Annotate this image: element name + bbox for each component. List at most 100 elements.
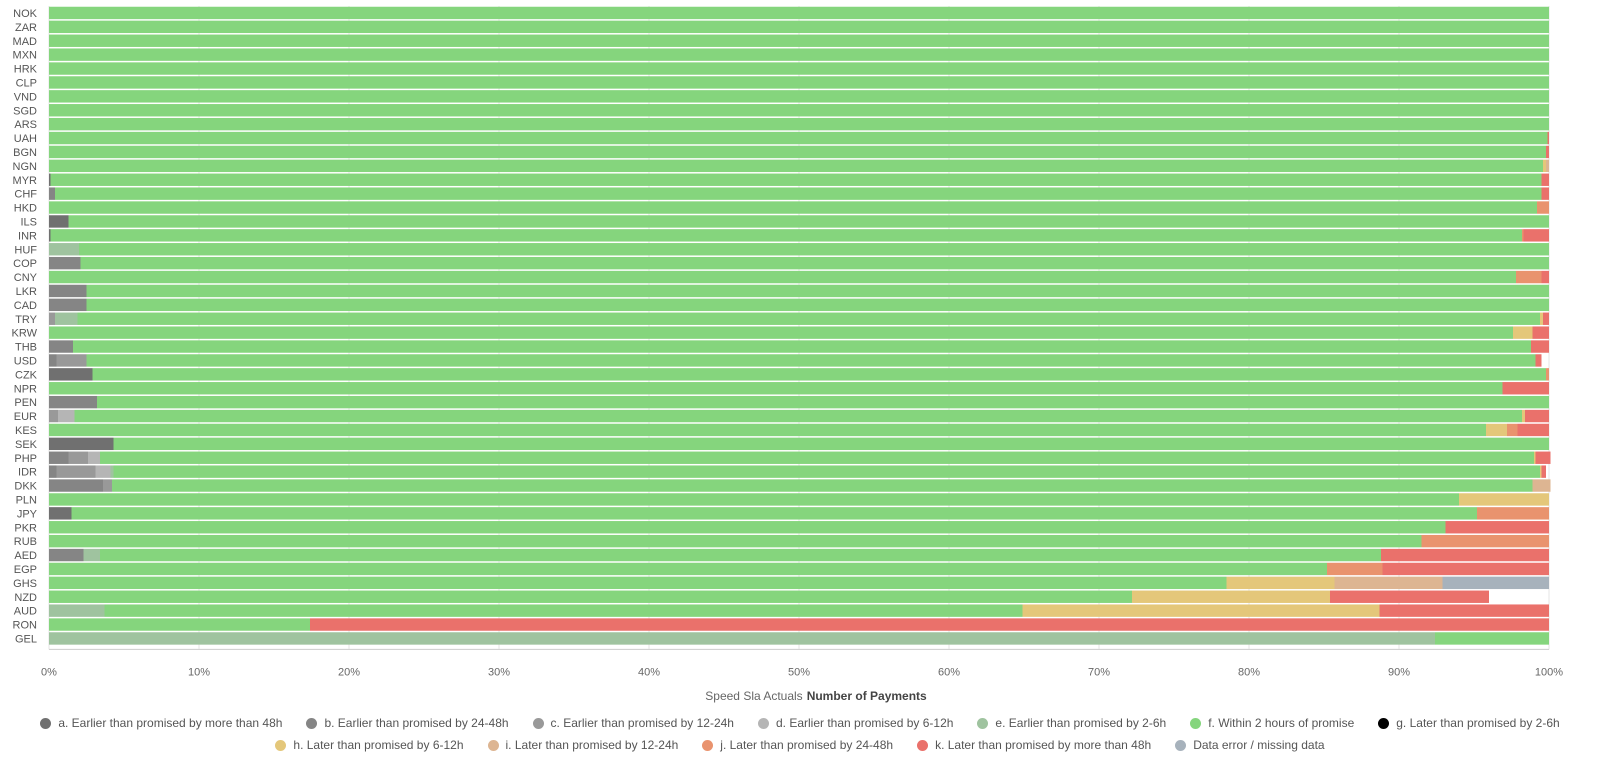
bar-segment[interactable]	[1532, 479, 1551, 492]
bar-row-ils[interactable]	[49, 215, 1549, 228]
bar-segment[interactable]	[1541, 270, 1550, 284]
bar-segment[interactable]	[100, 451, 1534, 464]
bar-segment[interactable]	[1327, 562, 1383, 576]
bar-segment[interactable]	[1381, 548, 1549, 562]
bar-segment[interactable]	[1516, 270, 1542, 284]
bar-segment[interactable]	[49, 534, 1422, 548]
bar-segment[interactable]	[1379, 604, 1550, 617]
bar-segment[interactable]	[49, 298, 87, 312]
bar-segment[interactable]	[79, 243, 1549, 256]
legend-item[interactable]: i. Later than promised by 12-24h	[487, 738, 678, 752]
legend-item[interactable]: a. Earlier than promised by more than 48…	[40, 716, 282, 730]
bar-row-gel[interactable]	[49, 632, 1549, 645]
bar-segment[interactable]	[50, 229, 1523, 242]
bar-row-ngn[interactable]	[49, 159, 1549, 173]
bar-segment[interactable]	[49, 312, 55, 325]
bar-row-usd[interactable]	[49, 354, 1542, 367]
bar-segment[interactable]	[49, 562, 1327, 576]
bar-row-chf[interactable]	[49, 187, 1550, 200]
bar-segment[interactable]	[1523, 229, 1550, 242]
bar-row-cop[interactable]	[49, 256, 1549, 270]
legend-item[interactable]: f. Within 2 hours of promise	[1190, 716, 1354, 730]
bar-segment[interactable]	[104, 604, 1023, 617]
bar-segment[interactable]	[49, 340, 73, 353]
bar-segment[interactable]	[49, 159, 1543, 173]
bar-segment[interactable]	[71, 507, 1478, 520]
bar-row-pen[interactable]	[49, 395, 1549, 409]
bar-row-sgd[interactable]	[49, 104, 1549, 117]
bar-segment[interactable]	[1541, 187, 1550, 200]
bar-row-mxn[interactable]	[49, 48, 1549, 61]
bar-row-egp[interactable]	[49, 562, 1550, 576]
bar-segment[interactable]	[49, 409, 58, 423]
bar-row-pln[interactable]	[49, 493, 1549, 506]
bar-row-aed[interactable]	[49, 548, 1549, 562]
bar-row-inr[interactable]	[49, 229, 1550, 242]
bar-segment[interactable]	[1334, 576, 1443, 590]
bar-segment[interactable]	[1546, 368, 1549, 381]
bar-segment[interactable]	[56, 354, 87, 367]
bar-segment[interactable]	[73, 340, 1531, 353]
bar-segment[interactable]	[77, 312, 1541, 325]
bar-segment[interactable]	[58, 409, 75, 423]
bar-row-eur[interactable]	[49, 409, 1549, 423]
bar-segment[interactable]	[1541, 465, 1547, 478]
bar-segment[interactable]	[1382, 562, 1550, 576]
bar-segment[interactable]	[113, 465, 1541, 478]
bar-segment[interactable]	[49, 256, 81, 270]
bar-segment[interactable]	[50, 173, 1542, 186]
bar-segment[interactable]	[49, 590, 1132, 603]
bar-segment[interactable]	[1535, 354, 1542, 367]
bar-segment[interactable]	[83, 548, 101, 562]
bar-row-uah[interactable]	[49, 131, 1549, 145]
bar-segment[interactable]	[49, 479, 103, 492]
bar-segment[interactable]	[1531, 340, 1549, 353]
bar-segment[interactable]	[1543, 159, 1546, 173]
bar-row-thb[interactable]	[49, 340, 1549, 353]
bar-segment[interactable]	[49, 437, 114, 451]
bar-segment[interactable]	[49, 548, 84, 562]
bar-segment[interactable]	[1517, 423, 1550, 437]
bar-segment[interactable]	[49, 354, 57, 367]
bar-row-aud[interactable]	[49, 604, 1550, 617]
bar-row-nok[interactable]	[49, 6, 1549, 20]
bar-segment[interactable]	[1525, 409, 1549, 423]
bar-segment[interactable]	[49, 62, 1549, 75]
bar-segment[interactable]	[49, 521, 1446, 534]
bar-segment[interactable]	[49, 117, 1549, 131]
bar-segment[interactable]	[1022, 604, 1380, 617]
legend-item[interactable]: b. Earlier than promised by 24-48h	[306, 716, 509, 730]
bar-segment[interactable]	[103, 479, 112, 492]
bar-row-php[interactable]	[49, 451, 1551, 464]
bar-segment[interactable]	[1507, 423, 1518, 437]
bar-segment[interactable]	[49, 145, 1546, 159]
bar-segment[interactable]	[49, 465, 57, 478]
bar-segment[interactable]	[1477, 507, 1549, 520]
bar-segment[interactable]	[86, 284, 1550, 298]
bar-segment[interactable]	[56, 465, 96, 478]
bar-segment[interactable]	[1540, 312, 1543, 325]
bar-row-idr[interactable]	[49, 465, 1547, 478]
bar-segment[interactable]	[49, 187, 55, 200]
bar-segment[interactable]	[49, 229, 51, 242]
bar-segment[interactable]	[49, 201, 1537, 214]
legend-item[interactable]: h. Later than promised by 6-12h	[275, 738, 464, 752]
bar-segment[interactable]	[1540, 465, 1542, 478]
bar-row-npr[interactable]	[49, 382, 1550, 395]
bar-segment[interactable]	[112, 479, 1533, 492]
bar-segment[interactable]	[49, 131, 1548, 145]
bar-segment[interactable]	[1534, 451, 1536, 464]
legend-item[interactable]: Data error / missing data	[1175, 738, 1325, 752]
bar-row-zar[interactable]	[49, 20, 1549, 34]
bar-segment[interactable]	[1522, 409, 1525, 423]
bar-segment[interactable]	[1522, 229, 1524, 242]
bar-segment[interactable]	[49, 368, 93, 381]
bar-segment[interactable]	[1442, 576, 1550, 590]
bar-segment[interactable]	[95, 465, 111, 478]
bar-segment[interactable]	[1330, 590, 1489, 603]
bar-segment[interactable]	[1132, 590, 1330, 603]
bar-segment[interactable]	[86, 354, 1536, 367]
bar-segment[interactable]	[1502, 382, 1550, 395]
bar-segment[interactable]	[1435, 632, 1549, 645]
bar-segment[interactable]	[49, 6, 1549, 20]
